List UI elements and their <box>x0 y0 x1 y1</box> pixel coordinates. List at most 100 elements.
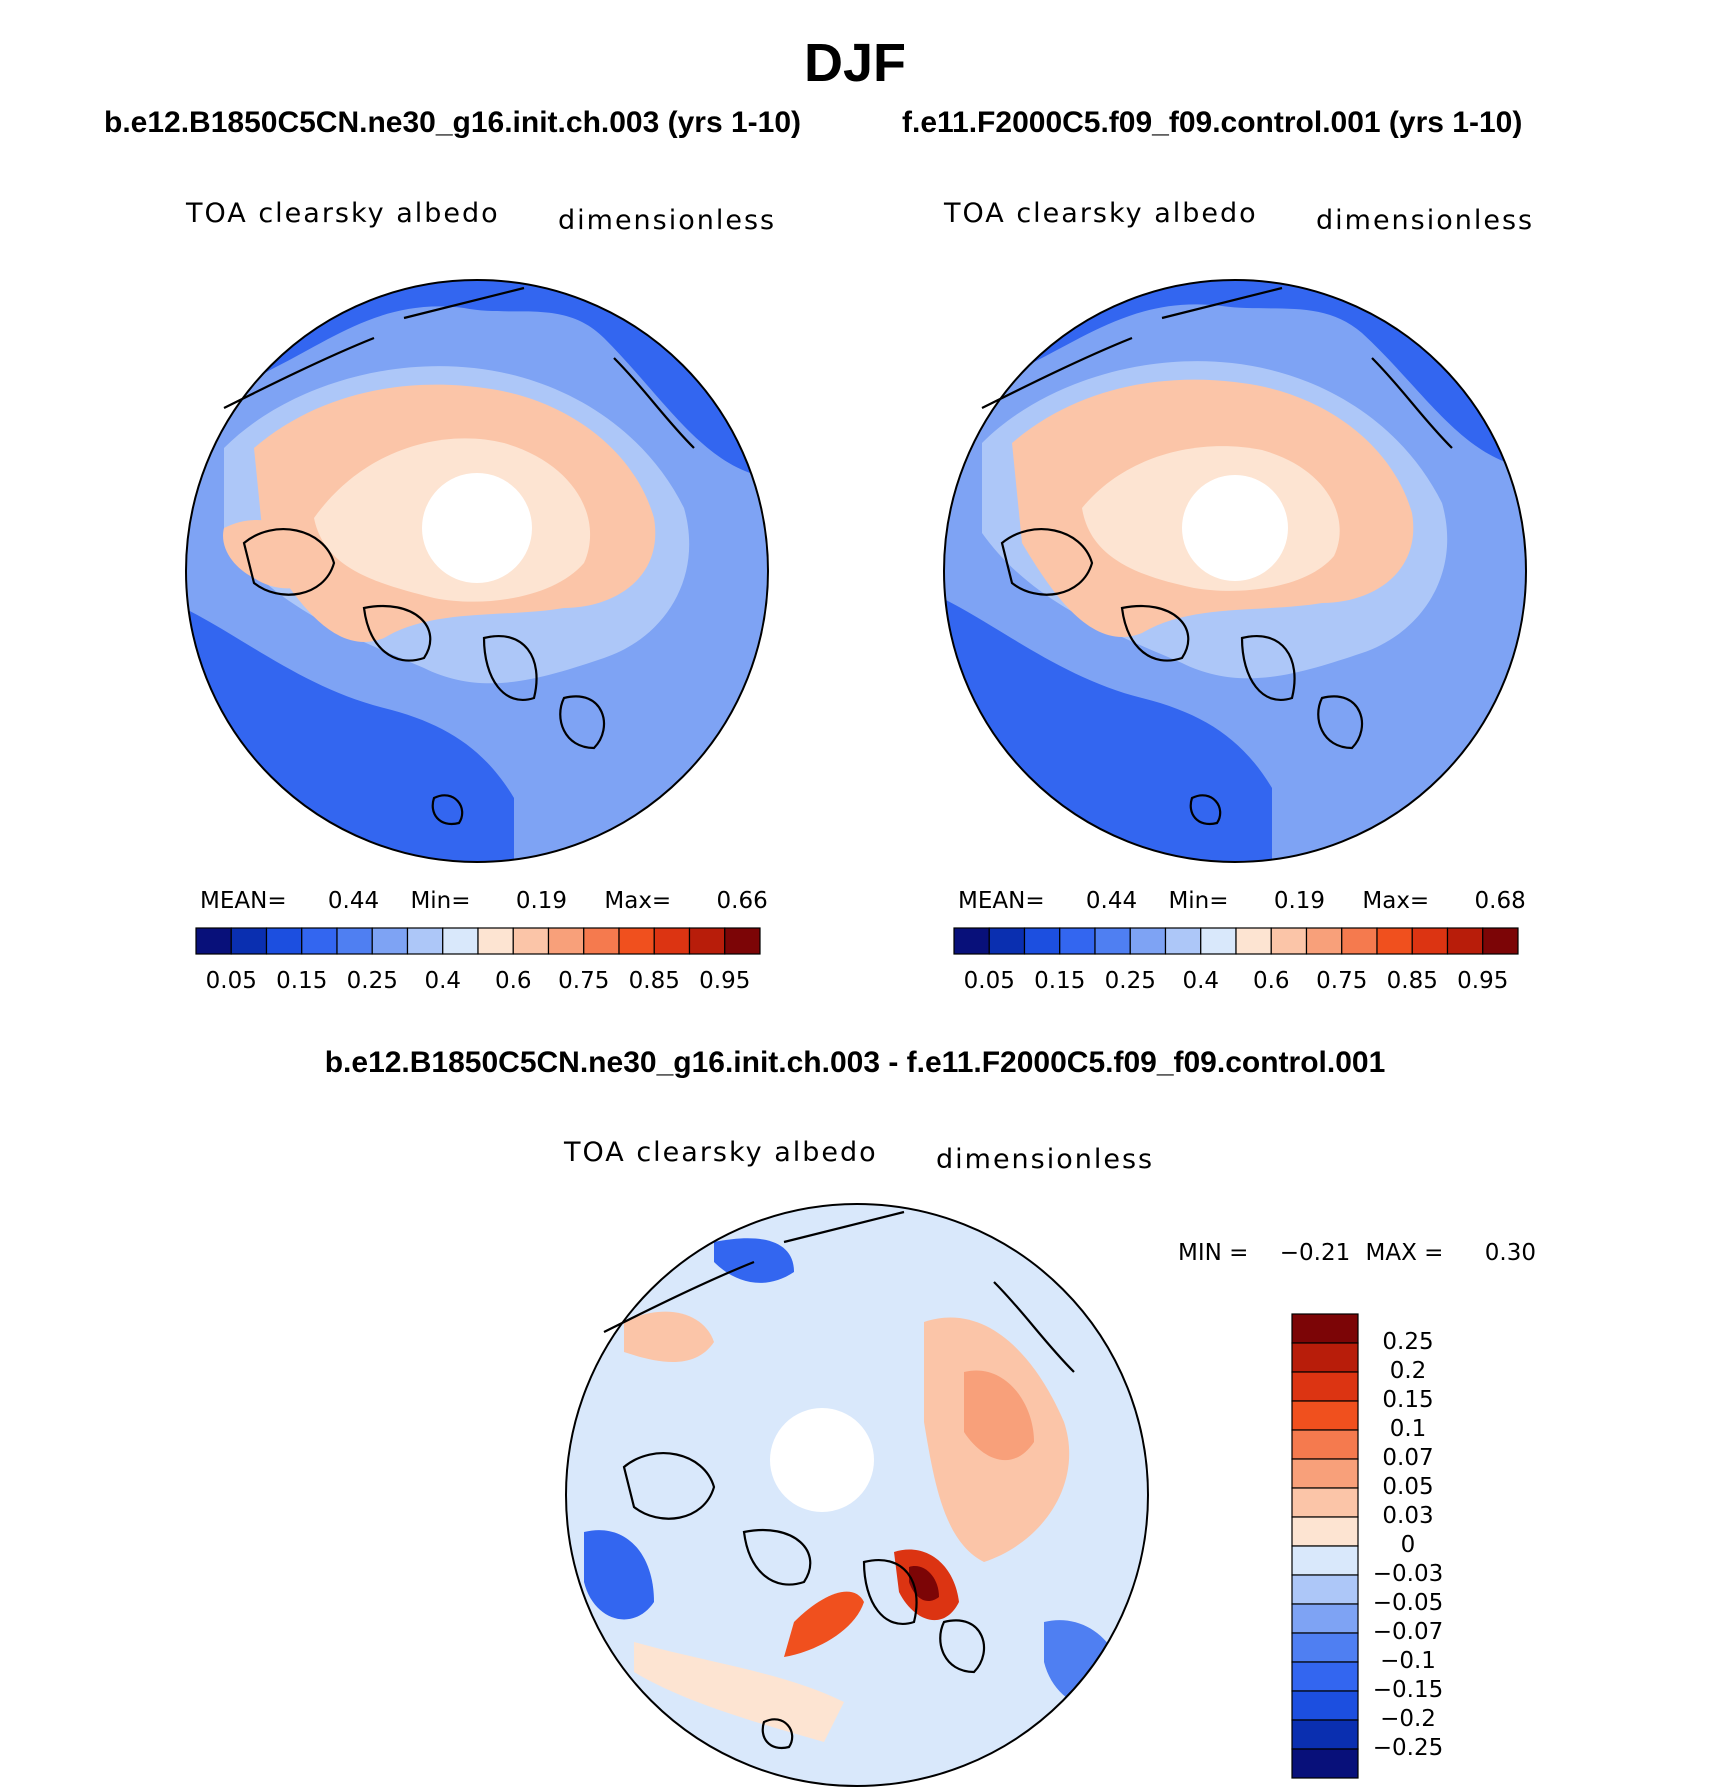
diff-case-title: b.e12.B1850C5CN.ne30_g16.init.ch.003 - f… <box>324 1046 1386 1079</box>
colorbar-box <box>1291 1574 1359 1605</box>
colorbar-box <box>1059 927 1096 955</box>
colorbar-box <box>1305 927 1343 955</box>
colorbar-tick-label: 0.1 <box>1390 1416 1427 1442</box>
colorbar-box <box>688 927 726 955</box>
diff-variable-label: TOA clearsky albedo <box>564 1137 878 1168</box>
panel1-colorbar: 0.05 0.15 0.25 0.4 0.6 0.75 0.85 0.95 <box>195 927 761 994</box>
polar-gap <box>422 473 532 583</box>
colorbar-box <box>1129 927 1167 955</box>
colorbar-box <box>1023 927 1061 955</box>
colorbar-box <box>1291 1603 1359 1634</box>
colorbar-box <box>336 927 373 955</box>
colorbar-box <box>1094 927 1131 955</box>
colorbar-box <box>618 927 655 955</box>
diff-colorbar: 0.25 0.2 0.15 0.1 0.07 0.05 0.03 0 −0.03 −0.05 −0.… <box>1291 1313 1443 1779</box>
colorbar-tick-label: 0.95 <box>699 968 750 994</box>
diff-stats: MIN = −0.21 MAX = 0.30 <box>1178 1240 1536 1266</box>
coastlines <box>981 286 1453 826</box>
colorbar-tick-label: −0.15 <box>1373 1677 1443 1703</box>
canada-negative-field <box>584 1530 654 1620</box>
colorbar-box <box>1291 1690 1359 1721</box>
colorbar-box <box>1291 1429 1359 1460</box>
colorbar-box <box>1164 927 1202 955</box>
panel2-polar-map <box>943 279 1527 863</box>
colorbar-tick-label: 0.4 <box>1182 968 1219 994</box>
max-value: 0.66 <box>716 888 768 914</box>
diff-units-label: dimensionless <box>936 1144 1155 1175</box>
mean-value: 0.44 <box>1085 888 1138 914</box>
map-border <box>565 1203 1149 1787</box>
mean-label: MEAN= <box>958 888 1045 914</box>
min-value: 0.19 <box>515 888 568 914</box>
panel1-units-label: dimensionless <box>558 205 777 236</box>
panel2-units-label: dimensionless <box>1316 205 1535 236</box>
colorbar-tick-label: 0.6 <box>1253 968 1290 994</box>
colorbar-tick-label: −0.07 <box>1373 1619 1443 1645</box>
colorbar-box <box>477 927 514 955</box>
figure-title: DJF <box>803 33 906 93</box>
max-value: 0.68 <box>1474 888 1526 914</box>
colorbar-box <box>1291 1516 1359 1547</box>
panel1-stats: MEAN= 0.44 Min= 0.19 Max= 0.66 <box>200 888 768 914</box>
colorbar-box <box>1270 927 1308 955</box>
colorbar-tick-label: 0.05 <box>964 968 1015 994</box>
colorbar-tick-label: 0 <box>1401 1532 1416 1558</box>
colorbar-box <box>988 927 1026 955</box>
colorbar-tick-label: 0.03 <box>1382 1503 1433 1529</box>
colorbar-tick-label: −0.1 <box>1380 1648 1436 1674</box>
north-pacific-field <box>944 280 1526 468</box>
max-label: Max= <box>1362 888 1430 914</box>
colorbar-box <box>953 927 990 955</box>
colorbar-box <box>230 927 268 955</box>
colorbar-box <box>1291 1371 1359 1402</box>
panel1-polar-map <box>185 279 769 863</box>
colorbar-tick-label: 0.15 <box>276 968 327 994</box>
mean-label: MEAN= <box>200 888 287 914</box>
colorbar-tick-label: 0.15 <box>1034 968 1085 994</box>
panel1-case-title: b.e12.B1850C5CN.ne30_g16.init.ch.003 (yr… <box>104 106 802 139</box>
colorbar-box <box>653 927 691 955</box>
alaska-negative-field <box>714 1238 794 1283</box>
colorbar-box <box>1291 1545 1359 1576</box>
colorbar-box <box>301 927 338 955</box>
min-label: Min= <box>410 888 471 914</box>
colorbar-tick-label: 0.6 <box>495 968 532 994</box>
colorbar-box <box>265 927 303 955</box>
map-border <box>185 279 769 863</box>
colorbar-box <box>724 927 761 955</box>
colorbar-box <box>1291 1632 1359 1663</box>
colorbar-tick-label: 0.95 <box>1457 968 1508 994</box>
colorbar-tick-label: 0.25 <box>1382 1329 1433 1355</box>
colorbar-tick-label: 0.25 <box>347 968 398 994</box>
min-label: MIN = <box>1178 1240 1249 1266</box>
coastlines <box>603 1210 1075 1750</box>
atlantic-positive-field <box>634 1642 844 1742</box>
panel2-colorbar: 0.05 0.15 0.25 0.4 0.6 0.75 0.85 0.95 <box>953 927 1519 994</box>
siberia-positive-field <box>964 1370 1034 1461</box>
max-label: Max= <box>604 888 672 914</box>
colorbar-tick-label: 0.4 <box>424 968 461 994</box>
colorbar-box <box>1235 927 1272 955</box>
colorbar-tick-label: 0.25 <box>1105 968 1156 994</box>
colorbar-box <box>442 927 479 955</box>
colorbar-box <box>1341 927 1378 955</box>
colorbar-box <box>583 927 620 955</box>
colorbar-box <box>512 927 550 955</box>
colorbar-tick-label: 0.75 <box>1316 968 1367 994</box>
max-value: 0.30 <box>1484 1240 1536 1266</box>
colorbar-box <box>1376 927 1413 955</box>
colorbar-box <box>371 927 409 955</box>
colorbar-box <box>1482 927 1519 955</box>
panel2-stats: MEAN= 0.44 Min= 0.19 Max= 0.68 <box>958 888 1526 914</box>
colorbar-tick-label: 0.15 <box>1382 1387 1433 1413</box>
colorbar-box <box>1291 1719 1359 1750</box>
colorbar-tick-label: −0.2 <box>1380 1706 1436 1732</box>
colorbar-tick-label: −0.03 <box>1373 1561 1443 1587</box>
colorbar-box <box>1291 1748 1359 1779</box>
colorbar-box <box>1200 927 1237 955</box>
colorbar-box <box>1291 1313 1359 1344</box>
colorbar-tick-label: 0.85 <box>629 968 680 994</box>
max-label: MAX = <box>1365 1240 1444 1266</box>
polar-gap <box>770 1408 874 1512</box>
colorbar-box <box>1291 1342 1359 1373</box>
